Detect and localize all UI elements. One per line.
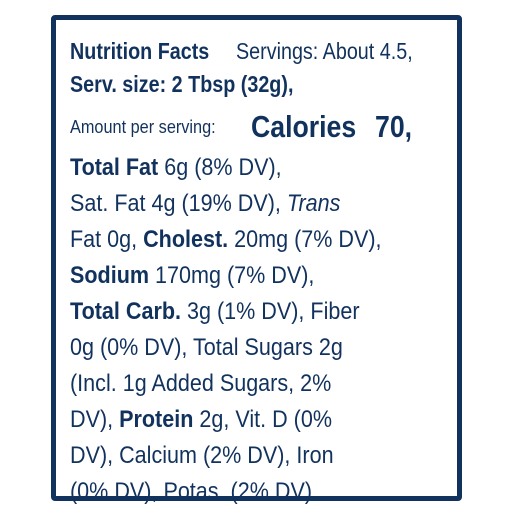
nutrition-facts-title: Nutrition Facts <box>70 38 210 64</box>
calcium-iron-text: DV), Calcium (2% DV), Iron <box>70 442 334 469</box>
sodium-line: Sodium 170mg (7% DV), <box>70 262 348 289</box>
protein-label: Protein <box>119 406 194 433</box>
sat-fat-text: Sat. Fat 4g (19% DV), <box>70 190 287 217</box>
total-carb-line: Total Carb. 3g (1% DV), Fiber <box>70 298 399 325</box>
total-carb-label: Total Carb. <box>70 298 182 325</box>
nutrition-facts-panel <box>51 15 462 501</box>
trans-label: Trans <box>286 190 341 217</box>
protein-line: DV), Protein 2g, Vit. D (0% <box>70 406 368 433</box>
sat-fat-line: Sat. Fat 4g (19% DV), Trans <box>70 190 377 217</box>
potassium-line: (0% DV), Potas. (2% DV). <box>70 478 352 505</box>
total-fat-value: 6g (8% DV), <box>158 154 282 181</box>
cholesterol-line: Fat 0g, Cholest. 20mg (7% DV), <box>70 226 424 253</box>
dv-prefix: DV), <box>70 406 120 433</box>
total-carb-value: 3g (1% DV), Fiber <box>181 298 360 325</box>
added-sugars-text: (Incl. 1g Added Sugars, 2% <box>70 370 332 397</box>
serving-size-text: Serv. size: 2 Tbsp (32g), <box>70 71 294 97</box>
protein-value: 2g, Vit. D (0% <box>193 406 333 433</box>
trans-value: Fat 0g, <box>70 226 144 253</box>
fiber-sugars-line: 0g (0% DV), Total Sugars 2g <box>70 334 380 361</box>
calories-label: Calories <box>251 109 357 144</box>
calories-value: 70, <box>375 109 413 144</box>
calories-line: Amount per serving: <box>70 116 236 137</box>
serving-size-line: Serv. size: 2 Tbsp (32g), <box>70 71 336 97</box>
calories-value-group: 70, <box>375 111 418 142</box>
sodium-label: Sodium <box>70 262 150 289</box>
fiber-sugars-text: 0g (0% DV), Total Sugars 2g <box>70 334 343 361</box>
header-line: Nutrition Facts Servings: About 4.5, <box>70 38 446 64</box>
added-sugars-line: (Incl. 1g Added Sugars, 2% <box>70 370 367 397</box>
calories-group: Calories <box>251 111 373 142</box>
servings-text: Servings: About 4.5, <box>235 38 413 64</box>
amount-per-serving: Amount per serving: <box>70 116 216 137</box>
cholest-label: Cholest. <box>143 226 229 253</box>
sodium-value: 170mg (7% DV), <box>149 262 315 289</box>
calcium-iron-line: DV), Calcium (2% DV), Iron <box>70 442 370 469</box>
total-fat-label: Total Fat <box>70 154 159 181</box>
cholest-value: 20mg (7% DV), <box>228 226 382 253</box>
potassium-text: (0% DV), Potas. (2% DV). <box>70 478 319 505</box>
total-fat-line: Total Fat 6g (8% DV), <box>70 154 311 181</box>
